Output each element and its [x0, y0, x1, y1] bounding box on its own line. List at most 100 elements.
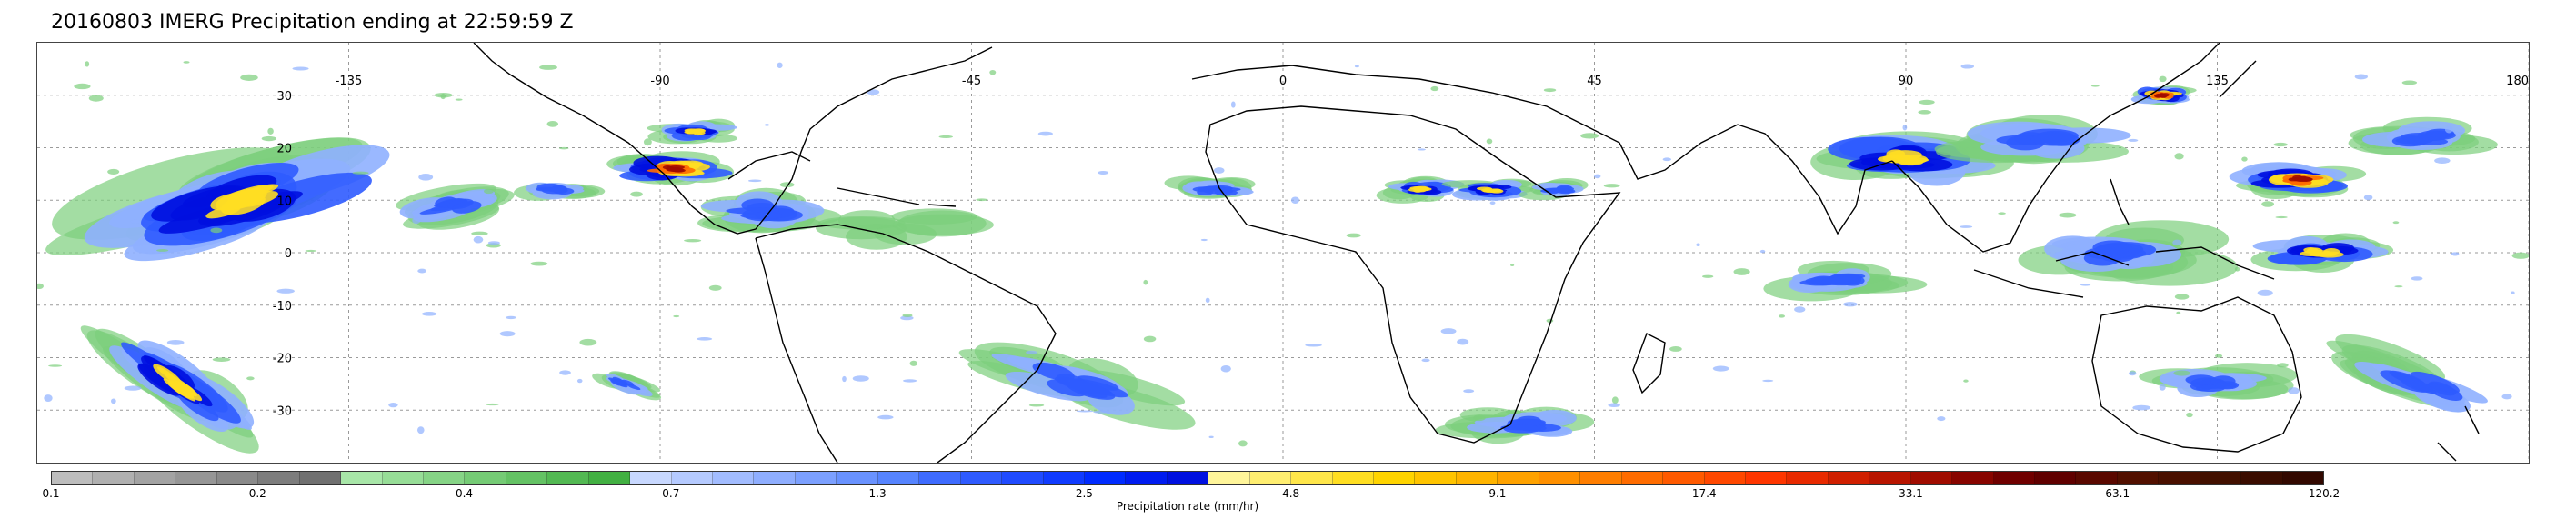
precip-blob: [666, 167, 685, 173]
precip-speck: [156, 249, 169, 252]
precip-speck: [1543, 88, 1557, 93]
precip-speck: [1762, 379, 1774, 383]
precip-speck: [1963, 379, 1969, 383]
colorbar-segment: [1126, 472, 1168, 484]
colorbar-tick-label: 0.1: [42, 487, 60, 500]
precip-speck: [2234, 266, 2240, 272]
precip-blob: [1054, 376, 1111, 395]
precip-speck: [1960, 225, 1973, 228]
precip-speck: [2173, 370, 2190, 376]
precip-blob: [2303, 246, 2319, 253]
colorbar-segment: [52, 472, 94, 484]
coastline-africa: [1205, 105, 1621, 444]
precip-speck: [989, 69, 997, 75]
precip-speck: [673, 314, 680, 318]
precip-speck: [183, 61, 190, 64]
precip-speck: [2277, 363, 2289, 368]
precip-blob: [2288, 177, 2299, 182]
precip-cell: [1763, 260, 1928, 302]
precip-speck: [1902, 125, 1908, 131]
precip-speck: [305, 249, 317, 253]
precip-speck: [1505, 409, 1522, 414]
precip-cell: [80, 325, 259, 454]
colorbar-segment: [919, 472, 961, 484]
coastline-philippines: [2110, 178, 2130, 225]
coastline-indonesia: [1973, 246, 2275, 298]
precip-blob: [137, 364, 181, 396]
precip-speck: [1305, 343, 1322, 347]
precip-blob: [1488, 185, 1512, 190]
colorbar-segment: [134, 472, 176, 484]
precip-speck: [2080, 284, 2091, 286]
precip-speck: [2090, 85, 2100, 87]
precip-speck: [2261, 201, 2275, 207]
colorbar-segment: [547, 472, 589, 484]
precip-speck: [292, 66, 309, 71]
precip-speck: [2159, 384, 2166, 391]
precip-speck: [1214, 167, 1225, 174]
precip-blob: [2411, 371, 2460, 394]
coastline-north-america: [473, 43, 993, 235]
precip-blob: [1409, 186, 1426, 191]
precip-speck: [1960, 64, 1975, 69]
precip-speck: [2275, 215, 2288, 219]
precip-blob: [2412, 386, 2467, 413]
precip-blob: [550, 185, 568, 193]
colorbar-segment: [795, 472, 837, 484]
precip-speck: [421, 312, 437, 316]
precip-speck: [416, 426, 425, 434]
colorbar-tick-label: 0.2: [248, 487, 266, 500]
precip-blob: [1488, 188, 1502, 193]
precip-speck: [417, 268, 426, 274]
colorbar-segment: [1539, 472, 1581, 484]
lon-tick-label: 0: [1279, 75, 1287, 88]
colorbar-tick-label: 0.7: [662, 487, 680, 500]
lon-tick-label: 45: [1587, 75, 1602, 88]
colorbar-segment: [1787, 472, 1829, 484]
precip-blob: [1032, 362, 1075, 381]
colorbar-segment: [1828, 472, 1870, 484]
precip-speck: [471, 231, 488, 235]
precip-blob: [2092, 240, 2132, 255]
precip-cell: [1934, 115, 2131, 165]
colorbar-segment: [1993, 472, 2035, 484]
precip-speck: [240, 74, 258, 81]
precip-speck: [877, 414, 894, 420]
precip-cell: [2250, 233, 2394, 274]
colorbar-tick-label: 9.1: [1488, 487, 1507, 500]
precip-speck: [765, 124, 769, 126]
precip-blob: [1508, 418, 1546, 426]
precip-speck: [2363, 195, 2373, 201]
colorbar-segment: [960, 472, 1003, 484]
colorbar-label: Precipitation rate (mm/hr): [1116, 500, 1259, 513]
precip-speck: [938, 135, 954, 138]
colorbar-segment: [1498, 472, 1539, 484]
precip-speck: [2176, 311, 2181, 314]
precip-speck: [2132, 404, 2151, 411]
precip-speck: [1093, 410, 1109, 414]
precip-blob: [685, 129, 697, 134]
precip-speck: [2401, 80, 2418, 85]
precip-speck: [1510, 264, 1515, 266]
colorbar-tick-label: 2.5: [1075, 487, 1093, 500]
precip-speck: [2288, 387, 2300, 394]
precip-speck: [697, 337, 713, 341]
coastline-caribbean: [727, 151, 957, 207]
precip-speck: [1669, 346, 1682, 352]
precip-speck: [2273, 142, 2288, 147]
coastlines: [473, 43, 2480, 463]
colorbar-segment: [877, 472, 920, 484]
precip-speck: [267, 127, 274, 135]
precip-speck: [976, 198, 988, 202]
precip-speck: [1662, 157, 1672, 162]
precip-speck: [630, 191, 643, 197]
map-canvas: -135 -90 -45 0 45 90 135 180 30 20 10 0 -10 -20 -30: [37, 43, 2529, 463]
precip-blob: [1557, 185, 1572, 190]
precip-speck: [1421, 358, 1430, 363]
colorbar-segment: [1663, 472, 1705, 484]
precip-speck: [111, 398, 116, 404]
colorbar-segment: [423, 472, 466, 484]
coastline-india: [1737, 124, 1893, 235]
colorbar-segment: [1291, 472, 1333, 484]
precip-speck: [2411, 276, 2423, 281]
